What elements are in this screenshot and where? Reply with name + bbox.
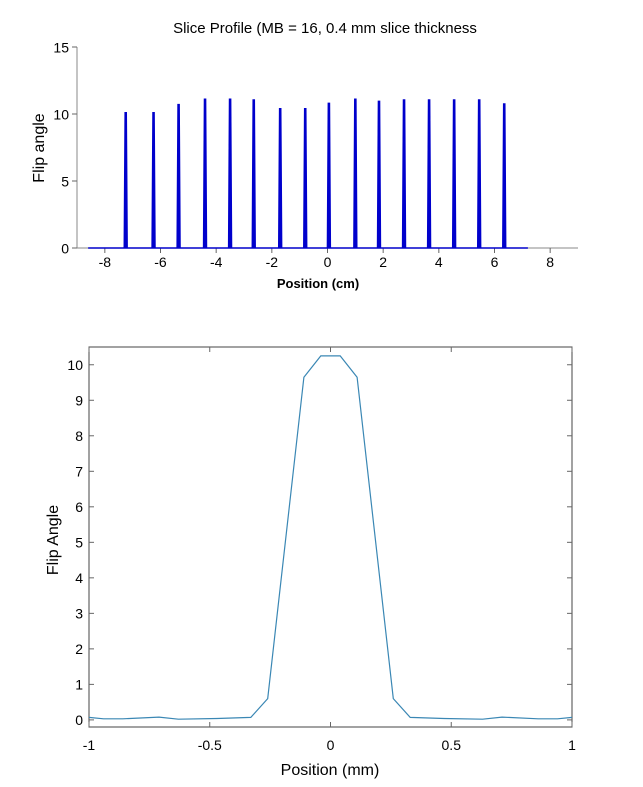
slice-peak [277, 107, 283, 249]
y-tick-label: 8 [75, 428, 83, 444]
flip-angle-line [88, 355, 573, 720]
x-tick-label: -0.5 [198, 737, 222, 753]
slice-peak [426, 99, 432, 249]
x-tick-label: 0.5 [442, 737, 462, 753]
slice-peak [476, 99, 482, 249]
y-tick-label: 5 [75, 534, 83, 550]
x-tick-label: -4 [210, 254, 223, 270]
y-tick-label: 9 [75, 392, 83, 408]
slice-profile-chart: Slice Profile (MB = 16, 0.4 mm slice thi… [31, 20, 578, 291]
y-tick-label: 6 [75, 499, 83, 515]
x-tick-label: -2 [266, 254, 279, 270]
y-tick-label: 3 [75, 605, 83, 621]
x-tick-label: 0 [327, 737, 335, 753]
x-axis-label: Position (cm) [277, 276, 359, 291]
slice-peak [376, 100, 382, 249]
slice-peak [202, 98, 208, 249]
x-axis-label: Position (mm) [281, 762, 380, 779]
y-axis-label: Flip angle [31, 113, 48, 182]
y-tick-label: 5 [61, 173, 69, 189]
slice-peak [123, 111, 128, 249]
x-tick-label: 4 [435, 254, 443, 270]
x-tick-label: 8 [546, 254, 554, 270]
y-tick-label: 4 [75, 570, 83, 586]
slice-peak [326, 102, 332, 249]
slice-peak [353, 98, 358, 249]
x-tick-label: 0 [324, 254, 332, 270]
y-tick-label: 7 [75, 463, 83, 479]
slice-peak [303, 107, 308, 249]
slice-peak [502, 103, 507, 249]
y-axis-label: Flip Angle [45, 505, 62, 575]
y-tick-label: 0 [75, 712, 83, 728]
x-tick-label: 1 [568, 737, 576, 753]
slice-peak [176, 103, 181, 249]
y-tick-label: 15 [53, 39, 69, 55]
x-tick-label: -1 [83, 737, 96, 753]
x-tick-label: 2 [379, 254, 387, 270]
y-tick-label: 0 [61, 240, 69, 256]
slice-peak [227, 98, 233, 249]
slice-peak [451, 99, 457, 249]
slice-peak [151, 111, 156, 249]
x-tick-label: 6 [491, 254, 499, 270]
slice-peak [251, 99, 256, 249]
x-tick-label: -6 [154, 254, 167, 270]
x-tick-label: -8 [99, 254, 112, 270]
chart-title: Slice Profile (MB = 16, 0.4 mm slice thi… [173, 20, 477, 37]
y-tick-label: 10 [67, 357, 83, 373]
y-tick-label: 2 [75, 641, 83, 657]
y-tick-label: 10 [53, 106, 69, 122]
slice-peak [401, 99, 407, 249]
y-tick-label: 1 [75, 676, 83, 692]
